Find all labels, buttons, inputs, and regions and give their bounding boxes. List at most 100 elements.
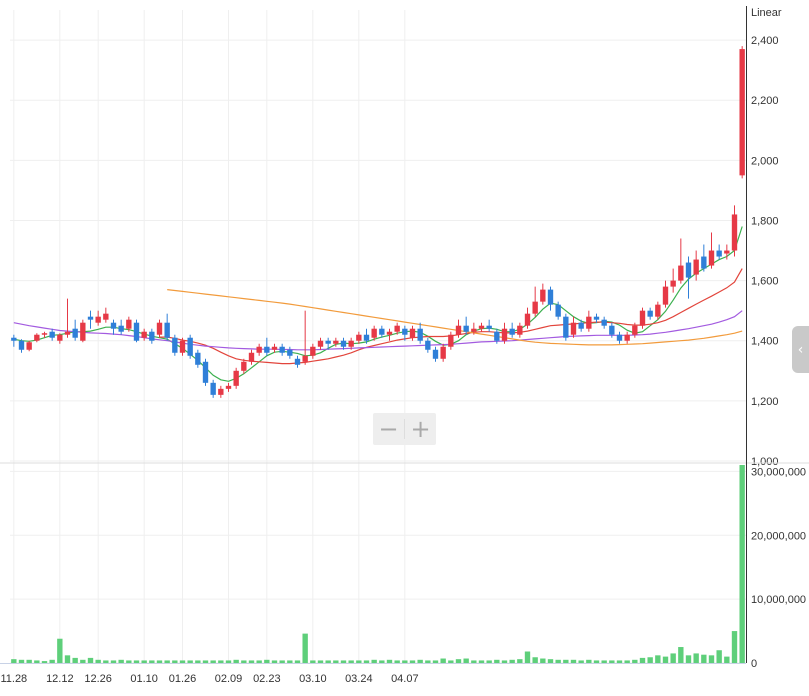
candle: [463, 316, 469, 335]
candle: [578, 319, 584, 332]
candle-body: [363, 334, 370, 341]
candle-body: [670, 280, 676, 287]
candle-body: [164, 322, 170, 338]
candle: [348, 337, 354, 350]
volume-tick-label: 10,000,000: [751, 594, 806, 606]
volume-bar: [478, 660, 485, 663]
volume-bar: [26, 659, 32, 663]
volume-bar: [348, 660, 354, 663]
volume-bar: [80, 659, 86, 663]
candle: [693, 250, 699, 281]
candle: [563, 313, 569, 341]
volume-bar: [647, 657, 653, 663]
candle: [639, 307, 646, 329]
candle: [172, 334, 178, 356]
zoom-in-button[interactable]: +: [410, 415, 431, 443]
price-tick-label: 1,600: [751, 276, 779, 288]
volume-bar: [195, 660, 201, 663]
side-panel-toggle[interactable]: ‹: [792, 326, 809, 373]
volume-bar: [601, 660, 607, 663]
candle-body: [471, 328, 477, 332]
volume-bar: [110, 660, 117, 663]
volume-bar: [302, 633, 308, 663]
candle-body: [256, 346, 262, 353]
price-tick-label: 2,000: [751, 155, 779, 167]
candle: [547, 286, 554, 311]
candle-body: [218, 388, 224, 395]
time-tick-label: 01.26: [169, 673, 197, 685]
candle: [241, 358, 247, 374]
grid: [10, 10, 746, 664]
candle-body: [356, 334, 362, 341]
volume-bar: [356, 660, 362, 663]
volume-bar: [379, 660, 385, 663]
price-tick-label: 1,000: [751, 456, 779, 468]
candle: [570, 316, 577, 338]
candle: [317, 337, 324, 350]
candle: [49, 328, 55, 341]
candle: [471, 322, 477, 335]
candle-body: [517, 325, 523, 335]
volume-bar: [218, 660, 224, 663]
volume-bar: [156, 660, 163, 663]
candle-body: [509, 328, 515, 335]
volume-bar: [662, 656, 669, 663]
moving-average-line: [167, 289, 743, 346]
candle-body: [149, 331, 155, 341]
moving-average-line: [13, 226, 743, 382]
candle: [41, 331, 48, 338]
candle: [517, 322, 523, 338]
candle-body: [501, 328, 508, 341]
candle: [708, 232, 715, 269]
candle: [72, 319, 78, 341]
volume-bar: [394, 660, 400, 663]
candle: [287, 346, 293, 359]
volume-bar: [179, 660, 186, 663]
candle-body: [110, 322, 117, 329]
volume-bar: [317, 660, 324, 663]
candle: [739, 46, 745, 179]
candle: [57, 333, 63, 344]
candle-body: [639, 310, 646, 326]
candle-body: [409, 328, 416, 338]
candle-body: [486, 325, 492, 329]
candle: [586, 310, 592, 332]
candle-body: [348, 340, 354, 347]
candle: [363, 328, 370, 344]
time-tick-label: 04.07: [391, 673, 419, 685]
volume-bar: [11, 659, 17, 663]
candle: [440, 343, 446, 362]
candle-body: [18, 340, 25, 350]
candle: [432, 346, 439, 362]
candle-body: [624, 334, 630, 341]
zoom-controls: − +: [373, 413, 436, 445]
candle: [685, 256, 692, 299]
volume-bar: [616, 660, 623, 663]
volume-bar: [333, 660, 339, 663]
time-tick-label: 03.24: [345, 673, 373, 685]
candle: [701, 244, 707, 272]
volume-bar: [126, 660, 132, 663]
candle: [210, 379, 216, 398]
candle: [179, 337, 186, 356]
candle: [202, 358, 209, 386]
candle: [187, 334, 193, 359]
volume-bar: [486, 660, 492, 663]
candle-body: [294, 358, 301, 365]
candle-body: [172, 337, 178, 353]
candle-body: [524, 313, 531, 326]
candle: [271, 343, 278, 353]
volume-bar: [149, 660, 155, 663]
candle: [647, 307, 653, 320]
zoom-out-button[interactable]: −: [378, 415, 399, 443]
candle-body: [87, 316, 94, 320]
candle-body: [402, 328, 408, 335]
candle-body: [463, 325, 469, 332]
candle-body: [302, 355, 308, 362]
candle: [133, 319, 140, 343]
volume-bar: [440, 658, 446, 663]
candle-body: [49, 331, 55, 338]
candle: [156, 319, 163, 338]
volume-bar: [187, 660, 193, 663]
